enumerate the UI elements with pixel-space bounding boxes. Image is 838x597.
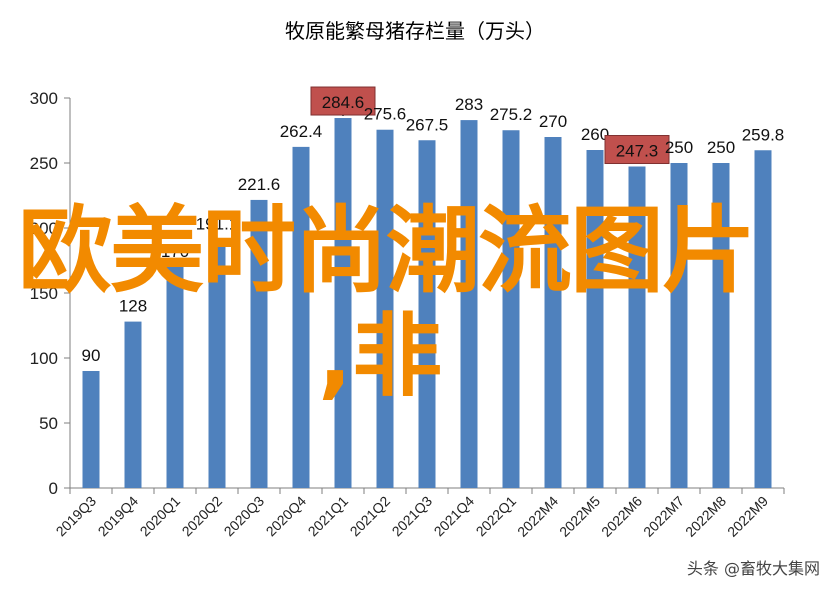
x-tick-label: 2020Q3 xyxy=(221,493,268,540)
y-tick-label: 50 xyxy=(39,414,58,433)
bar xyxy=(502,130,520,489)
data-label: 250 xyxy=(707,138,735,157)
x-tick-label: 2022M4 xyxy=(514,493,561,540)
data-label: 283 xyxy=(455,95,483,114)
y-tick-label: 100 xyxy=(30,349,58,368)
data-label: 250 xyxy=(665,138,693,157)
bar xyxy=(208,239,226,488)
bar xyxy=(670,163,688,488)
x-tick-label: 2021Q3 xyxy=(389,493,436,540)
bar xyxy=(754,150,772,488)
data-label: 128 xyxy=(119,297,147,316)
x-tick-label: 2021Q2 xyxy=(347,493,394,540)
bars xyxy=(82,118,772,489)
bar xyxy=(544,137,562,488)
x-tick-label: 2021Q4 xyxy=(431,493,478,540)
data-label: 260 xyxy=(581,125,609,144)
y-tick-label: 150 xyxy=(30,284,58,303)
bar xyxy=(166,267,184,488)
overlay-text-line1: 欧美时尚潮流图片 xyxy=(18,197,756,306)
x-tick-label: 2020Q4 xyxy=(263,493,310,540)
data-label: 262.4 xyxy=(280,122,323,141)
x-tick-label: 2022M9 xyxy=(724,493,771,540)
data-label: 191.1 xyxy=(196,215,239,234)
bar xyxy=(334,118,352,489)
data-label: 275.6 xyxy=(364,105,407,124)
data-label: 90 xyxy=(82,346,101,365)
overlay-text-line2: ,非 xyxy=(318,304,443,409)
y-axis: 0 50 100 150 200 250 300 xyxy=(30,89,71,498)
x-axis: 2019Q32019Q42020Q12020Q22020Q32020Q42021… xyxy=(53,487,785,540)
x-tick-label: 2022M8 xyxy=(682,493,729,540)
bar xyxy=(376,129,394,488)
data-label: 267.5 xyxy=(406,115,449,134)
x-tick-label: 2022M5 xyxy=(556,493,603,540)
bar xyxy=(292,146,310,488)
data-label: 284.6 xyxy=(322,93,365,112)
data-label: 270 xyxy=(539,112,567,131)
data-label: 221.6 xyxy=(238,175,281,194)
chart-title: 牧原能繁母猪存栏量（万头） xyxy=(285,19,545,43)
x-tick-label: 2022Q1 xyxy=(473,493,520,540)
data-label: 247.3 xyxy=(616,142,659,161)
bar xyxy=(712,163,730,488)
bar xyxy=(250,199,268,489)
y-tick-label: 250 xyxy=(30,154,58,173)
data-label: 170 xyxy=(161,242,189,261)
x-tick-label: 2022M6 xyxy=(598,493,645,540)
bar xyxy=(82,371,100,488)
x-tick-label: 2020Q1 xyxy=(137,493,184,540)
x-tick-label: 2022M7 xyxy=(640,493,687,540)
y-tick-label: 200 xyxy=(30,219,58,238)
bar xyxy=(460,120,478,488)
x-tick-label: 2021Q1 xyxy=(305,493,352,540)
data-label-highlight-box xyxy=(604,135,670,165)
bar xyxy=(628,166,646,488)
x-tick-label: 2019Q3 xyxy=(53,493,100,540)
y-tick-label: 300 xyxy=(30,89,58,108)
x-tick-label: 2019Q4 xyxy=(95,493,142,540)
bar xyxy=(124,321,142,488)
data-label: 275.2 xyxy=(490,105,533,124)
y-tick-label: 0 xyxy=(49,479,58,498)
bar xyxy=(418,140,436,488)
bar xyxy=(586,150,604,488)
watermark: 头条 @畜牧大集网 xyxy=(686,559,820,578)
data-label: 259.8 xyxy=(742,125,785,144)
x-tick-label: 2020Q2 xyxy=(179,493,226,540)
